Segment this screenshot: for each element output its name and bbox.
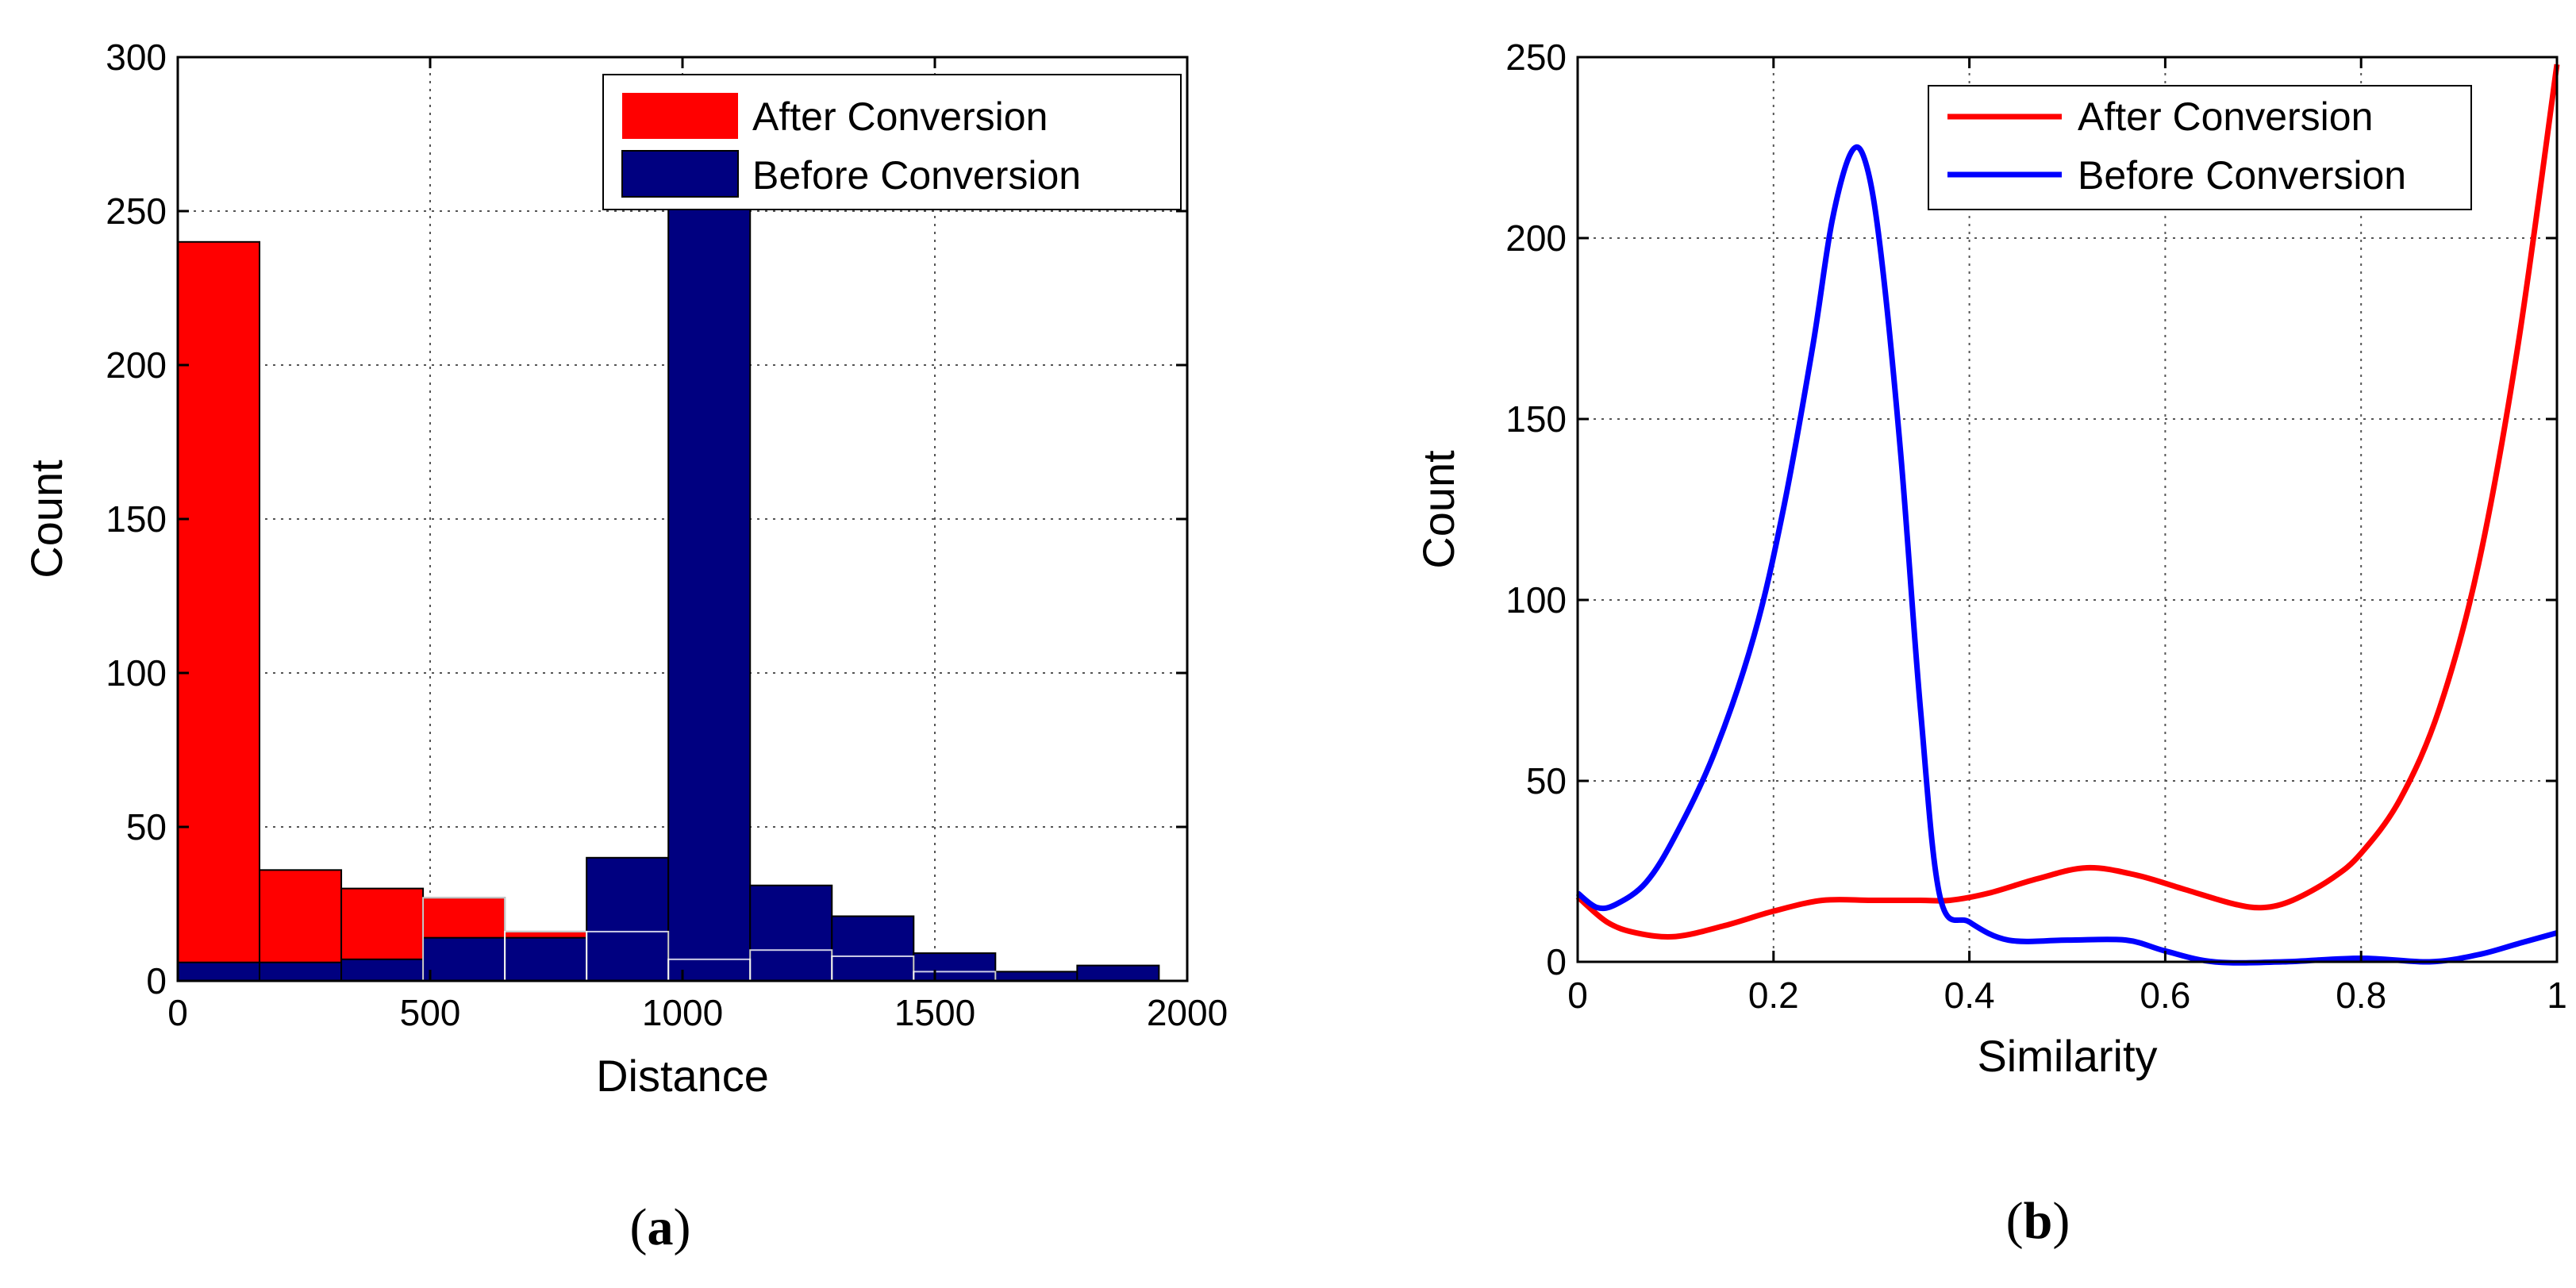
bar-before-conversion <box>1076 964 1160 982</box>
y-tick-label: 250 <box>106 190 167 232</box>
bar-before-conversion <box>504 936 588 982</box>
bar-before-conversion <box>259 961 343 982</box>
y-tick-label: 200 <box>1505 217 1567 259</box>
bar-before-conversion <box>340 958 425 982</box>
y-tick-label: 100 <box>106 652 167 694</box>
x-tick-label: 500 <box>400 992 461 1033</box>
y-tick-label: 300 <box>106 37 167 78</box>
x-tick-label: 1 <box>2547 975 2567 1016</box>
x-tick-label: 0.8 <box>2336 975 2386 1016</box>
legend-swatch-after <box>622 93 738 139</box>
y-tick-label: 50 <box>1526 760 1567 802</box>
bar-before-conversion <box>177 961 261 982</box>
bar-before-conversion <box>994 971 1078 982</box>
bar-before-conversion <box>667 173 752 982</box>
y-axis-label: Count <box>21 459 71 579</box>
histogram-bars <box>177 173 1160 982</box>
y-tick-label: 0 <box>146 960 167 1002</box>
y-tick-label: 50 <box>126 806 167 848</box>
legend-label-after: After Conversion <box>752 94 1048 139</box>
axis-ticks: 0 500 1000 1500 2000 0 50 100 150 200 250 300 <box>106 37 1228 1033</box>
series-line-after <box>1575 63 2560 940</box>
bar-before-conversion <box>586 856 670 982</box>
x-tick-label: 1500 <box>894 992 975 1033</box>
caption-b-letter: b <box>2024 1192 2053 1250</box>
bar-before-conversion <box>422 936 506 982</box>
axis-ticks: 0 0.2 0.4 0.6 0.8 1 0 50 100 150 200 250 <box>1505 37 2567 1016</box>
bar-before-conversion <box>831 915 915 982</box>
caption-b: (b) <box>2006 1192 2070 1250</box>
caption-a: (a) <box>630 1198 691 1256</box>
y-axis-label: Count <box>1413 450 1463 569</box>
x-axis-label: Distance <box>596 1051 769 1101</box>
y-tick-label: 150 <box>1505 398 1567 440</box>
series-line-before <box>1575 144 2558 966</box>
y-tick-label: 0 <box>1546 941 1567 982</box>
bar-before-conversion <box>749 884 833 982</box>
legend-label-after: After Conversion <box>2078 94 2373 139</box>
histogram-panel: 0 500 1000 1500 2000 0 50 100 150 200 250 300 Dista… <box>21 37 1228 1101</box>
x-tick-label: 2000 <box>1147 992 1228 1033</box>
legend: After Conversion Before Conversion <box>1928 85 2472 210</box>
x-tick-label: 1000 <box>642 992 723 1033</box>
x-tick-label: 0 <box>167 992 188 1033</box>
plot-frame <box>1576 56 2559 963</box>
x-axis-label: Similarity <box>1977 1031 2157 1081</box>
y-tick-label: 250 <box>1505 37 1567 78</box>
x-tick-label: 0.4 <box>1944 975 1995 1016</box>
y-tick-label: 100 <box>1505 579 1567 621</box>
line-panel: 0 0.2 0.4 0.6 0.8 1 0 50 100 150 200 250 Similarity… <box>1413 37 2567 1081</box>
x-tick-label: 0.6 <box>2140 975 2190 1016</box>
legend-label-before: Before Conversion <box>752 153 1081 198</box>
legend-swatch-before <box>621 150 739 198</box>
y-tick-label: 200 <box>106 344 167 386</box>
x-tick-label: 0.2 <box>1748 975 1799 1016</box>
bar-before-conversion <box>913 952 997 982</box>
legend-label-before: Before Conversion <box>2078 153 2406 198</box>
x-tick-label: 0 <box>1567 975 1588 1016</box>
caption-a-letter: a <box>648 1198 674 1256</box>
y-tick-label: 150 <box>106 498 167 540</box>
legend: After Conversion Before Conversion <box>602 74 1182 210</box>
bar-after-conversion <box>177 240 261 982</box>
legend-box <box>1928 85 2472 210</box>
